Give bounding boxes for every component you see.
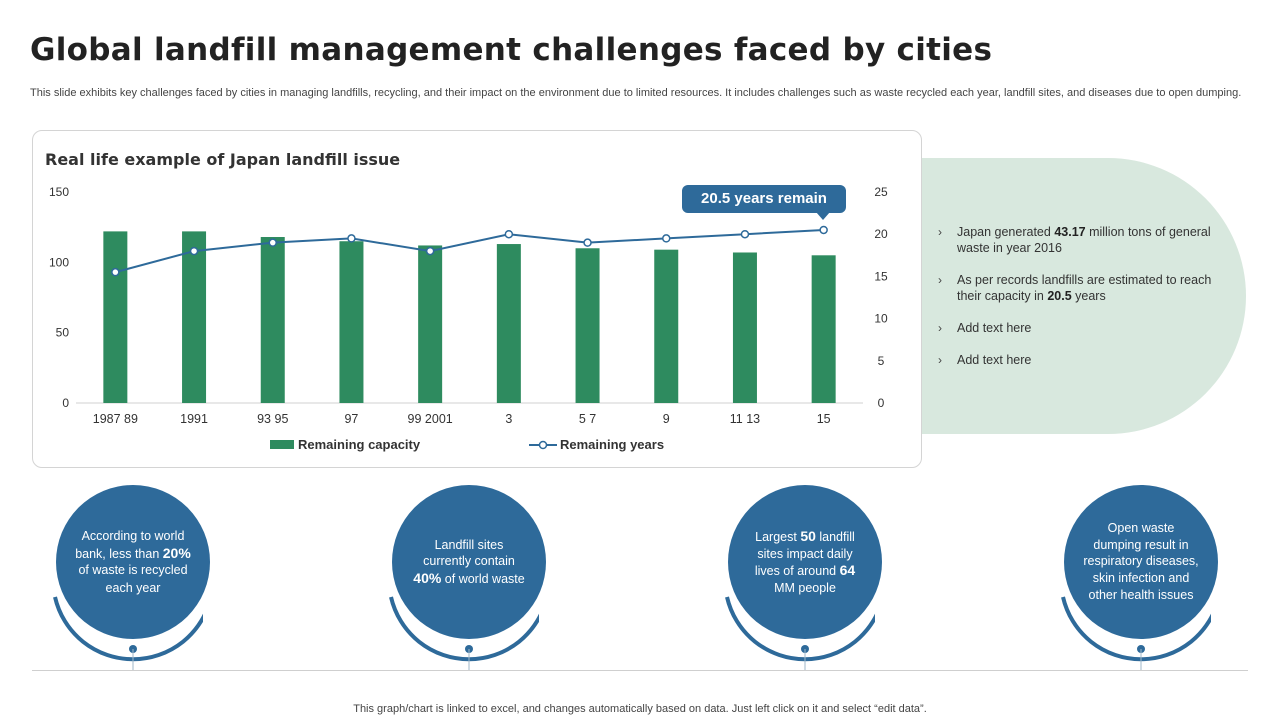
- remaining-years-point: [347, 234, 356, 243]
- info-list: › Japan generated 43.17 million tons of …: [938, 224, 1218, 384]
- capacity-bar: [103, 231, 128, 403]
- right-axis-tick: 0: [878, 396, 885, 410]
- arc-decoration: [53, 596, 203, 670]
- stat-card: Landfill sites currently contain 40% of …: [369, 485, 546, 675]
- info-text: Japan generated: [957, 225, 1055, 239]
- left-axis-tick: 150: [49, 185, 69, 199]
- x-axis-tick: 97: [344, 412, 358, 426]
- remaining-years-point: [740, 229, 750, 239]
- x-axis-tick: 11 13: [730, 412, 760, 426]
- arc-decoration: [389, 596, 539, 670]
- capacity-bar: [654, 249, 679, 403]
- capacity-bar: [811, 255, 836, 403]
- footer-note: This graph/chart is linked to excel, and…: [353, 703, 927, 715]
- legend-line-marker: [538, 440, 548, 450]
- arc-decoration: [1061, 596, 1211, 670]
- info-text: million tons of general waste in year 20…: [957, 225, 1211, 255]
- stat-text: landfill sites impact daily lives of aro…: [754, 530, 855, 578]
- legend-label: Remaining years: [560, 437, 664, 452]
- stat-text: of world waste: [441, 571, 525, 586]
- stat-highlight: 20%: [162, 544, 191, 561]
- info-item: › Japan generated 43.17 million tons of …: [938, 224, 1218, 256]
- x-axis-tick: 3: [505, 412, 512, 426]
- capacity-bar: [575, 248, 600, 403]
- right-axis-tick: 20: [874, 227, 888, 241]
- years-remain-callout: 20.5 years remain: [682, 185, 846, 220]
- left-axis-tick: 0: [62, 396, 69, 410]
- stat-circle: Largest 50 landfill sites impact daily l…: [728, 485, 882, 639]
- capacity-bar: [732, 252, 757, 403]
- chart-title: Real life example of Japan landfill issu…: [45, 150, 401, 169]
- chevron-right-icon: ›: [938, 353, 942, 367]
- remaining-years-point: [111, 267, 120, 277]
- stat-circle: Open waste dumping result in respiratory…: [1064, 485, 1218, 639]
- chart-card[interactable]: Real life example of Japan landfill issu…: [32, 130, 922, 468]
- x-axis-tick: 1991: [180, 412, 208, 426]
- remaining-years-point: [583, 238, 592, 247]
- remaining-years-point: [819, 225, 828, 235]
- stat-circle: Landfill sites currently contain 40% of …: [392, 485, 546, 639]
- chevron-right-icon: ›: [938, 273, 942, 287]
- capacity-bar: [339, 241, 364, 403]
- info-panel: [860, 158, 1246, 434]
- x-axis-tick: 9: [663, 412, 670, 426]
- stat-text: According to world bank, less than: [75, 529, 185, 561]
- stat-card: Largest 50 landfill sites impact daily l…: [705, 485, 882, 675]
- stat-card: According to world bank, less than 20% o…: [33, 485, 210, 675]
- stat-circle: According to world bank, less than 20% o…: [56, 485, 210, 639]
- baseline-divider: [32, 670, 1248, 671]
- info-item: › Add text here: [938, 352, 1218, 368]
- capacity-bar: [260, 237, 285, 403]
- left-axis-tick: 100: [49, 255, 69, 269]
- stat-text: of waste is recycled each year: [78, 563, 188, 595]
- info-item: › Add text here: [938, 320, 1218, 336]
- stat-text: Open waste dumping result in respiratory…: [1083, 521, 1199, 603]
- info-text: Add text here: [957, 353, 1032, 367]
- chevron-right-icon: ›: [938, 225, 942, 239]
- remaining-years-line: [115, 228, 824, 274]
- page-title: Global landfill management challenges fa…: [30, 32, 993, 68]
- x-axis-tick: 93 95: [257, 412, 288, 426]
- info-text: As per records landfills are estimated t…: [957, 273, 1212, 303]
- x-axis-tick: 99 2001: [408, 412, 453, 426]
- legend-bar-swatch: [270, 440, 294, 449]
- arc-decoration: [725, 596, 875, 670]
- x-axis-tick: 15: [817, 412, 831, 426]
- legend-label: Remaining capacity: [298, 437, 421, 452]
- stat-text: Largest: [755, 530, 801, 544]
- stat-card: Open waste dumping result in respiratory…: [1041, 485, 1218, 675]
- stat-text: MM people: [774, 580, 836, 595]
- remaining-years-point: [268, 238, 277, 247]
- right-axis-tick: 5: [878, 354, 885, 368]
- remaining-years-point: [504, 229, 514, 239]
- stat-highlight: 64: [839, 562, 856, 578]
- info-text: years: [1071, 289, 1106, 303]
- info-highlight: 20.5: [1047, 289, 1072, 303]
- x-axis-tick: 1987 89: [93, 412, 138, 426]
- stat-text: Landfill sites currently contain: [423, 537, 515, 569]
- right-axis-tick: 25: [874, 185, 888, 199]
- info-item: › As per records landfills are estimated…: [938, 272, 1218, 304]
- capacity-bar: [418, 245, 443, 403]
- remaining-years-point: [189, 246, 199, 256]
- left-axis-tick: 50: [56, 326, 70, 340]
- x-axis-tick: 5 7: [579, 412, 596, 426]
- combo-chart[interactable]: 0 50 100 150 0 5 10 15 20 25 1987 89 1991 93 95 97 99 …: [33, 131, 921, 467]
- capacity-bar: [182, 231, 207, 403]
- capacity-bar: [496, 244, 521, 403]
- right-axis-tick: 10: [874, 312, 888, 326]
- remaining-years-point: [425, 246, 435, 256]
- info-highlight: 43.17: [1054, 225, 1086, 239]
- info-text: Add text here: [957, 321, 1032, 335]
- remaining-years-point: [662, 234, 671, 243]
- stat-highlight: 40%: [413, 569, 442, 586]
- chevron-right-icon: ›: [938, 321, 942, 335]
- right-axis-tick: 15: [874, 269, 888, 283]
- stat-highlight: 50: [800, 528, 816, 544]
- page-subtitle: This slide exhibits key challenges faced…: [30, 87, 1242, 99]
